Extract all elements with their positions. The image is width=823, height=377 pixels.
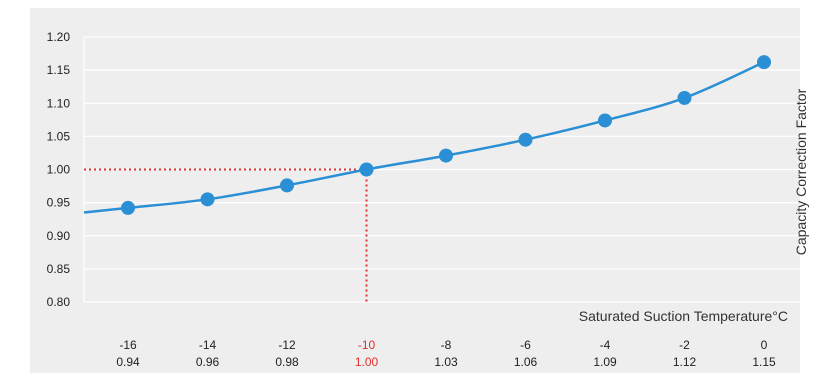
data-point	[677, 90, 692, 105]
x-tick-label: -4	[600, 338, 611, 352]
y-tick-label: 1.20	[47, 30, 71, 44]
highlight-guides	[84, 168, 368, 302]
y-tick-label: 0.95	[47, 196, 71, 210]
x-tick-label: -10	[358, 338, 376, 352]
y-axis-label: Capacity Correction Factor	[793, 88, 809, 255]
data-point	[280, 178, 294, 193]
x-tick-labels: -16 -14 -12 -10 -8 -6 -4 -2 0	[119, 338, 767, 352]
value-label: 0.96	[196, 355, 220, 369]
value-label: 0.94	[116, 355, 140, 369]
data-points	[121, 55, 771, 215]
value-label: 1.09	[593, 355, 617, 369]
data-point	[598, 113, 612, 128]
y-tick-label: 0.80	[47, 295, 71, 309]
data-point	[757, 55, 771, 70]
x-tick-label: -12	[278, 338, 296, 352]
x-tick-label: 0	[761, 338, 768, 352]
value-label: 0.98	[275, 355, 299, 369]
data-point	[518, 132, 533, 147]
data-point	[439, 148, 453, 163]
y-tick-label: 0.90	[47, 229, 71, 243]
value-label: 1.00	[355, 355, 379, 369]
y-tick-labels: 0.80 0.85 0.90 0.95 1.00 1.05 1.10 1.15 1.20	[47, 30, 71, 309]
x-tick-label: -8	[441, 338, 452, 352]
y-tick-label: 1.15	[47, 63, 71, 77]
x-tick-label: -6	[520, 338, 531, 352]
value-label: 1.03	[434, 355, 458, 369]
x-axis-label: Saturated Suction Temperature°C	[579, 308, 788, 324]
data-point	[121, 200, 135, 215]
series-line	[83, 61, 765, 214]
value-label: 1.12	[673, 355, 697, 369]
chart-panel	[30, 8, 800, 373]
y-tick-label: 1.05	[47, 129, 71, 143]
value-labels: 0.94 0.96 0.98 1.00 1.03 1.06 1.09 1.12 1.15	[116, 355, 776, 369]
x-tick-label: -16	[119, 338, 137, 352]
y-tick-label: 0.85	[47, 262, 71, 276]
data-point	[200, 192, 215, 207]
x-tick-label: -14	[199, 338, 217, 352]
y-tick-label: 1.00	[47, 163, 71, 177]
grid-lines	[83, 36, 800, 303]
y-tick-label: 1.10	[47, 96, 71, 110]
x-tick-label: -2	[679, 338, 690, 352]
data-point	[359, 162, 374, 177]
value-label: 1.15	[752, 355, 776, 369]
value-label: 1.06	[514, 355, 538, 369]
